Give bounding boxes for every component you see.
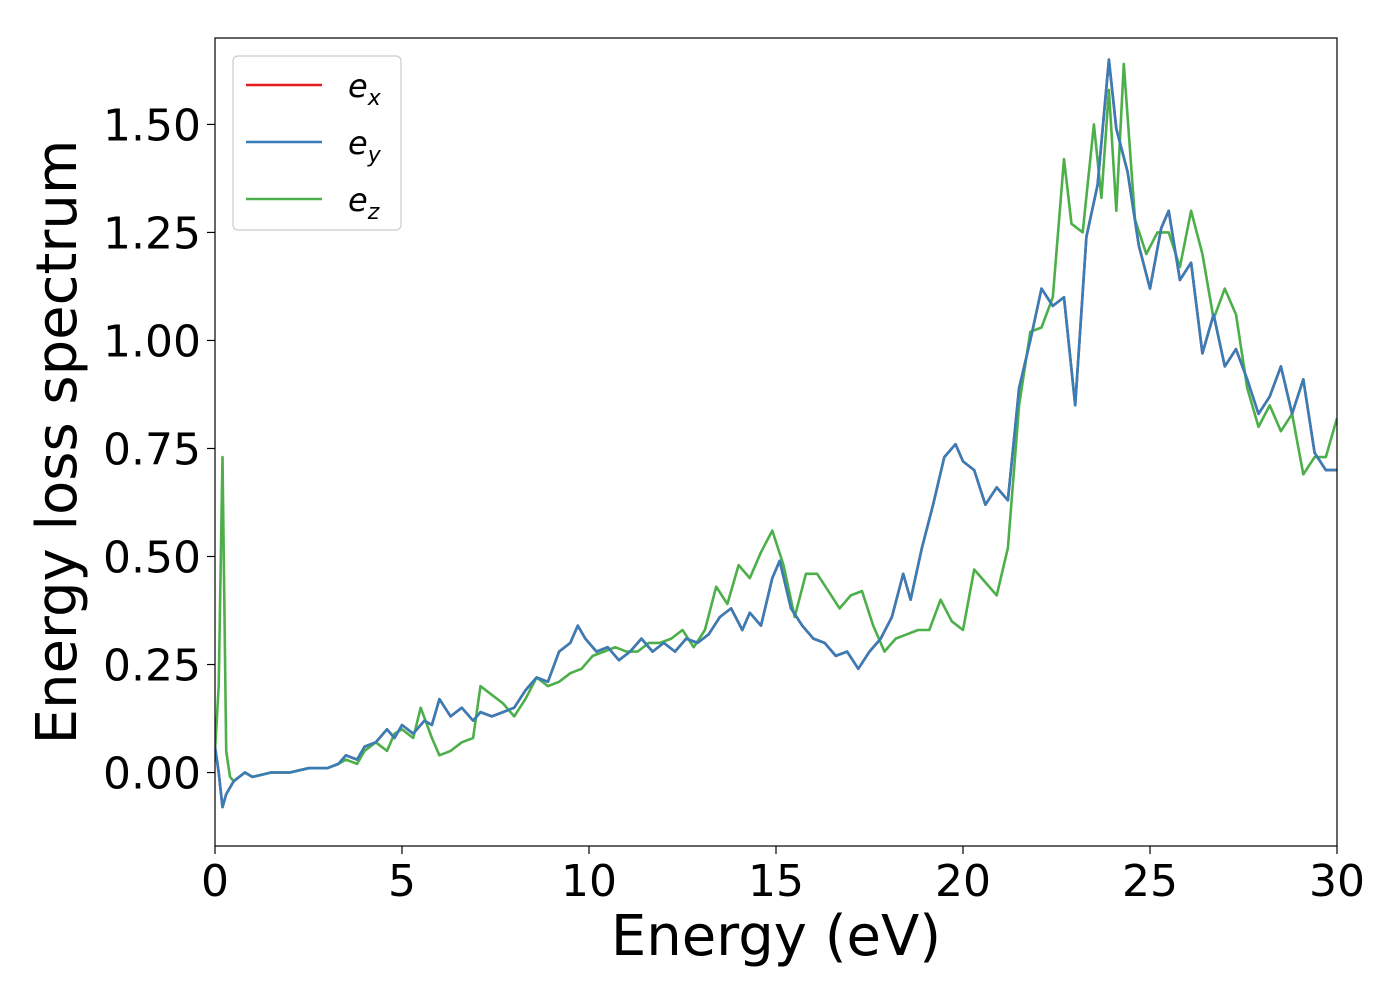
y-axis-title: Energy loss spectrum — [25, 140, 90, 745]
x-tick-label: 10 — [561, 856, 617, 907]
legend-label: ex — [348, 67, 382, 111]
y-tick-label: 0.00 — [103, 749, 201, 800]
x-tick-label: 5 — [388, 856, 416, 907]
series-line-ey — [215, 58, 1337, 809]
y-tick-label: 0.25 — [103, 641, 201, 692]
y-axis: 0.00 0.25 0.50 0.75 1.00 1.25 1.50 — [103, 100, 215, 800]
y-tick-label: 1.50 — [103, 100, 201, 151]
x-axis: 0 5 10 15 20 25 30 — [201, 846, 1365, 907]
y-tick-label: 0.75 — [103, 424, 201, 475]
legend-label: ey — [348, 124, 382, 168]
y-tick-label: 1.00 — [103, 316, 201, 367]
y-tick-label: 0.50 — [103, 533, 201, 584]
legend-label: ez — [348, 181, 380, 225]
y-tick-label: 1.25 — [103, 208, 201, 259]
x-tick-label: 15 — [748, 856, 804, 907]
x-tick-label: 25 — [1122, 856, 1178, 907]
x-tick-label: 30 — [1309, 856, 1365, 907]
x-tick-label: 20 — [935, 856, 991, 907]
legend: ex ey ez — [232, 55, 402, 231]
x-tick-label: 0 — [201, 856, 229, 907]
x-axis-title: Energy (eV) — [611, 904, 941, 969]
series-line-ez — [215, 62, 1337, 783]
